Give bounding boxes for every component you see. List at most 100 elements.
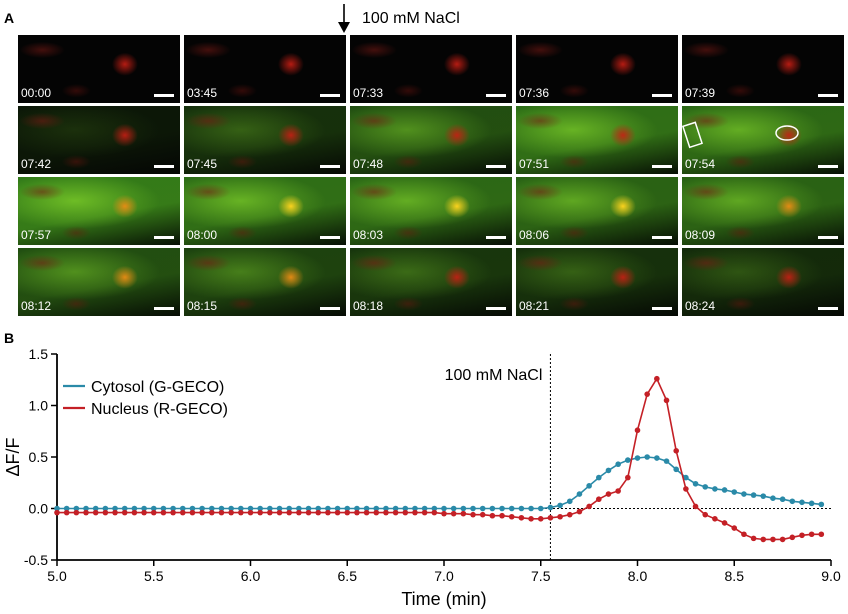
data-point — [189, 505, 196, 512]
data-point — [63, 509, 70, 516]
x-tick-label: 7.0 — [434, 568, 454, 584]
data-point — [305, 509, 312, 516]
data-point — [779, 536, 786, 543]
data-point — [354, 505, 360, 512]
scale-bar — [320, 165, 340, 168]
scale-bar — [818, 236, 838, 239]
data-point — [392, 505, 399, 512]
nucleus-signal — [682, 106, 844, 174]
nucleus-signal — [682, 177, 844, 245]
data-point — [625, 457, 631, 463]
image-grid: 00:00 03:45 07:33 07:36 07:39 07:42 07:45 07:48… — [17, 34, 844, 316]
x-tick-label: 9.0 — [821, 568, 841, 584]
image-tile: 07:39 — [682, 35, 844, 103]
nucleus-signal — [516, 35, 678, 103]
data-point — [537, 505, 544, 512]
data-point — [547, 504, 554, 511]
data-point — [596, 474, 602, 481]
data-point — [779, 496, 786, 503]
data-point — [179, 505, 186, 512]
image-tile: 07:54 — [682, 106, 844, 174]
data-point — [296, 505, 302, 512]
data-point — [673, 466, 679, 473]
nucleus-roi-ellipse — [775, 125, 799, 141]
data-point — [721, 520, 728, 526]
data-point — [112, 509, 118, 516]
image-tile: 07:36 — [516, 35, 678, 103]
data-point — [547, 514, 554, 521]
nucleus-signal — [18, 177, 180, 245]
data-point — [634, 427, 641, 434]
image-tile: 07:33 — [350, 35, 512, 103]
scale-bar — [486, 307, 506, 310]
data-point — [209, 505, 215, 512]
data-point — [373, 509, 380, 516]
x-tick-label: 5.5 — [144, 568, 164, 584]
data-point — [238, 505, 244, 512]
image-tile: 07:51 — [516, 106, 678, 174]
data-point — [605, 491, 612, 497]
data-point — [305, 505, 312, 512]
x-tick-label: 6.0 — [241, 568, 261, 584]
data-point — [189, 509, 196, 516]
data-point — [83, 509, 89, 516]
legend-label: Nucleus (R-GECO) — [91, 401, 228, 418]
data-point — [576, 508, 583, 515]
image-tile: 08:12 — [18, 248, 180, 316]
data-point — [276, 505, 283, 512]
scale-bar — [154, 165, 174, 168]
image-tile: 03:45 — [184, 35, 346, 103]
data-point — [257, 509, 263, 516]
data-point — [247, 509, 254, 516]
data-point — [731, 525, 738, 531]
data-point — [528, 516, 534, 522]
frame-timestamp: 00:00 — [21, 86, 52, 100]
data-point — [141, 509, 147, 516]
data-point — [654, 375, 660, 382]
nacl-annotation: 100 mM NaCl — [445, 367, 543, 384]
data-point — [131, 505, 138, 512]
frame-timestamp: 08:06 — [519, 228, 550, 242]
data-point — [518, 505, 525, 512]
data-point — [363, 509, 370, 516]
nucleus-signal — [184, 35, 346, 103]
data-point — [141, 505, 147, 512]
y-tick-label: -0.5 — [24, 552, 48, 568]
series-line — [57, 456, 822, 510]
data-point — [344, 509, 351, 516]
frame-timestamp: 07:39 — [685, 86, 716, 100]
nucleus-signal — [516, 177, 678, 245]
data-point — [450, 505, 457, 512]
scale-bar — [818, 307, 838, 310]
x-tick-label: 6.5 — [338, 568, 358, 584]
data-point — [179, 509, 186, 516]
frame-timestamp: 08:24 — [685, 299, 716, 313]
data-point — [683, 474, 689, 481]
nucleus-signal — [350, 106, 512, 174]
data-point — [586, 503, 592, 510]
series — [54, 375, 825, 543]
data-point — [170, 505, 176, 512]
data-point — [663, 458, 670, 464]
image-tile: 08:06 — [516, 177, 678, 245]
cytosol-roi-box — [682, 121, 704, 149]
image-tile: 08:09 — [682, 177, 844, 245]
data-point — [83, 505, 89, 512]
data-point — [92, 509, 99, 516]
data-point — [470, 511, 476, 518]
data-point — [441, 510, 447, 517]
nucleus-signal — [18, 106, 180, 174]
frame-timestamp: 07:54 — [685, 157, 716, 171]
data-point — [460, 505, 467, 512]
data-point — [160, 505, 167, 512]
nacl-arrow-annotation: 100 mM NaCl — [334, 2, 514, 34]
nucleus-signal — [184, 106, 346, 174]
y-axis-label: ΔF/F — [3, 437, 23, 476]
arrow-label: 100 mM NaCl — [362, 10, 460, 27]
data-point — [421, 509, 428, 516]
data-point — [315, 505, 322, 512]
data-point — [150, 505, 157, 512]
data-point — [228, 505, 234, 512]
frame-timestamp: 08:15 — [187, 299, 218, 313]
data-point — [276, 509, 283, 516]
